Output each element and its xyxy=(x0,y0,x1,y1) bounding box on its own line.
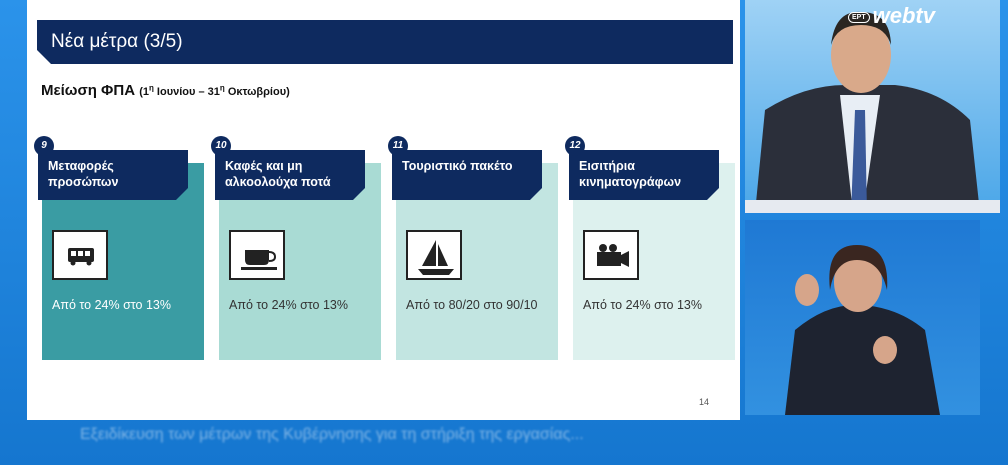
card-icon xyxy=(406,230,462,280)
period-part: Ιουνίου – 31 xyxy=(153,86,220,98)
speaker-figure xyxy=(745,11,1000,213)
card: Τουριστικό πακέτο 11 Από το 80/20 στο 90/1… xyxy=(388,136,558,360)
card: Μεταφορές προσώπων 9 Από το 24% στο 13% xyxy=(34,136,204,360)
icon-glyph xyxy=(68,248,94,266)
card-title: Μεταφορές προσώπων xyxy=(38,150,188,200)
period-part: Οκτωβρίου) xyxy=(224,86,290,98)
card-number: 12 xyxy=(565,136,585,156)
period-sup: η xyxy=(219,83,225,93)
heading-text: Μείωση ΦΠΑ xyxy=(41,82,136,99)
period-sup: η xyxy=(148,83,154,93)
card-text: Από το 24% στο 13% xyxy=(52,298,171,312)
period: (1η Ιουνίου – 31η Οκτωβρίου) xyxy=(139,83,290,98)
icon-glyph xyxy=(241,250,277,270)
card-number: 10 xyxy=(211,136,231,156)
card-title: Καφές και μη αλκοολούχα ποτά xyxy=(215,150,365,200)
period-part: (1 xyxy=(139,86,149,98)
slide: Νέα μέτρα (3/5) Μείωση ΦΠΑ (1η Ιουνίου –… xyxy=(27,0,740,420)
card-icon xyxy=(583,230,639,280)
card-icon xyxy=(229,230,285,280)
card: Εισιτήρια κινηματογράφων 12 Από το 24% στο… xyxy=(565,136,735,360)
interpreter-figure xyxy=(785,245,940,415)
sign-language-video xyxy=(745,220,980,415)
logo: ΕΡΤ webtv xyxy=(848,3,935,29)
slide-title: Νέα μέτρα (3/5) xyxy=(37,20,733,64)
slide-heading: Μείωση ΦΠΑ (1η Ιουνίου – 31η Οκτωβρίου) xyxy=(41,82,290,99)
card-text: Από το 80/20 στο 90/10 xyxy=(406,298,538,312)
icon-glyph xyxy=(597,244,629,267)
card-title: Εισιτήρια κινηματογράφων xyxy=(569,150,719,200)
card-text: Από το 24% στο 13% xyxy=(229,298,348,312)
logo-brand: ΕΡΤ xyxy=(848,11,870,23)
card-text: Από το 24% στο 13% xyxy=(583,298,702,312)
logo-service: webtv xyxy=(872,3,935,28)
speaker-video xyxy=(745,0,1000,213)
card-number: 9 xyxy=(34,136,54,156)
icon-glyph xyxy=(418,240,454,275)
page-number: 14 xyxy=(699,397,710,407)
card-number: 11 xyxy=(388,136,408,156)
card-icon xyxy=(52,230,108,280)
card: Καφές και μη αλκοολούχα ποτά 10 Από το 24%… xyxy=(211,136,381,360)
card-title: Τουριστικό πακέτο xyxy=(392,150,542,200)
ticker: Εξειδίκευση των μέτρων της Κυβέρνησης γι… xyxy=(80,426,584,443)
